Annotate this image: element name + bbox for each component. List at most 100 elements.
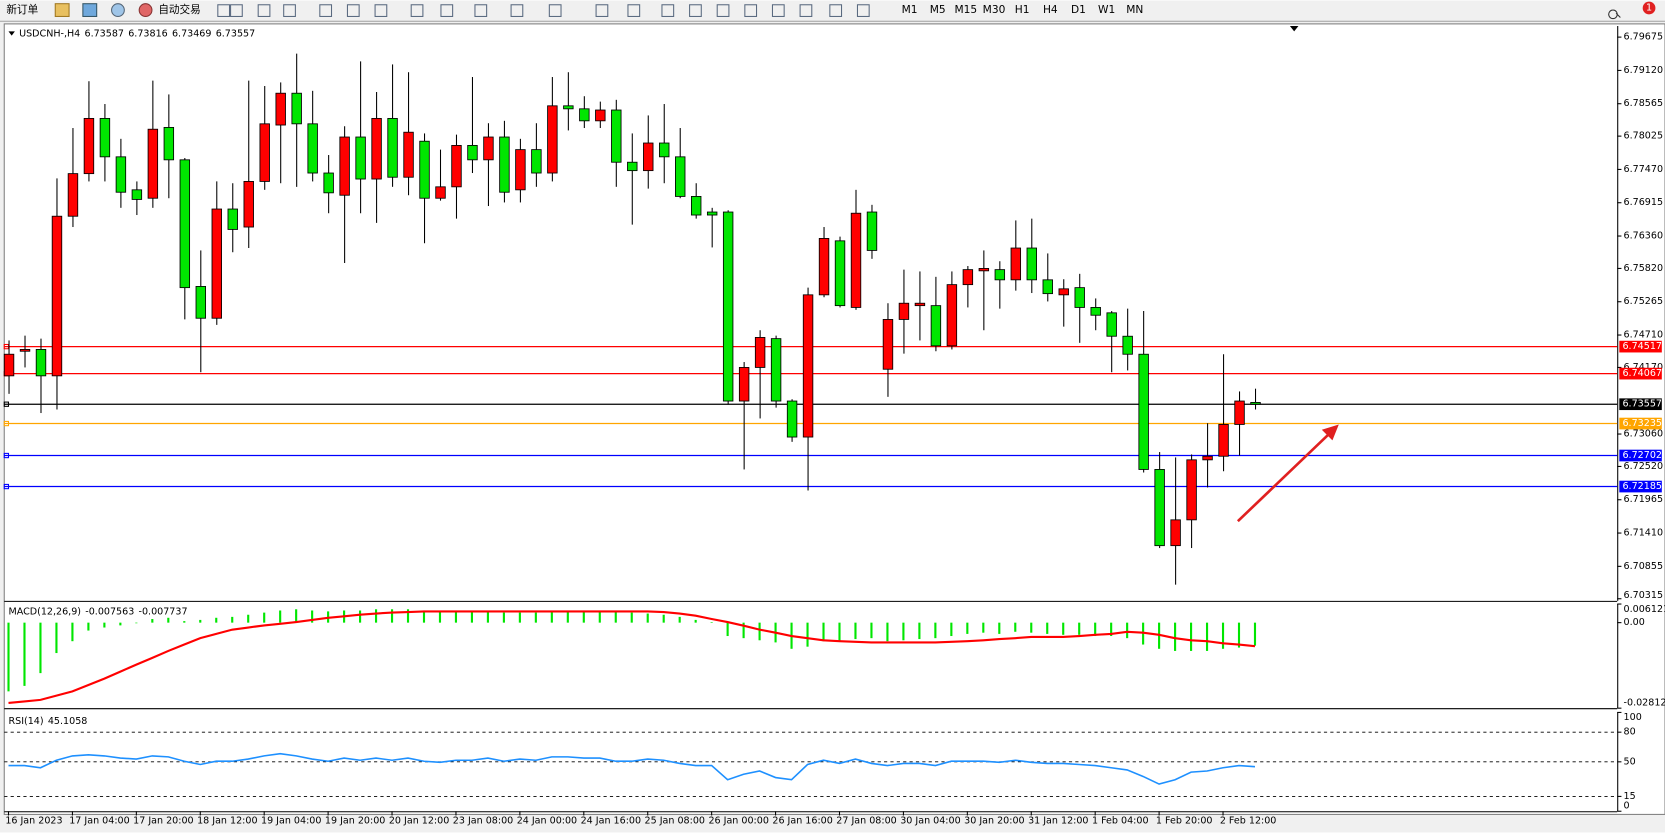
toolbar-icon[interactable]: [257, 4, 271, 17]
toolbar-icon[interactable]: [474, 4, 488, 17]
x-tick-label: 26 Jan 00:00: [708, 815, 768, 826]
timeframe-button[interactable]: M30: [983, 3, 1006, 16]
candle-body: [483, 136, 494, 161]
indicator-name: MACD(12,26,9): [9, 606, 82, 617]
macd-bar: [1221, 622, 1225, 649]
toolbar-icon[interactable]: [510, 4, 524, 17]
candle-body: [978, 268, 990, 272]
toolbar-icon[interactable]: [217, 4, 231, 17]
price-level-marker: [3, 483, 10, 490]
candle-body: [67, 173, 79, 217]
indicator-value: -0.007737: [139, 606, 188, 617]
auto-trading-button[interactable]: 自动交易: [158, 3, 200, 16]
candle-body: [866, 211, 878, 251]
candle-body: [722, 211, 734, 402]
macd-bar: [151, 618, 154, 623]
toolbar-icon[interactable]: [595, 4, 609, 17]
macd-bar: [1046, 622, 1049, 634]
macd-bar: [263, 612, 266, 623]
x-tick-label: 1 Feb 20:00: [1156, 815, 1213, 826]
macd-bar: [694, 619, 697, 623]
toolbar-icon[interactable]: [548, 4, 562, 17]
candle-body: [611, 109, 622, 163]
price-level-marker: [3, 452, 10, 459]
toolbar-icon[interactable]: [771, 4, 785, 17]
toolbar-icon[interactable]: [230, 4, 243, 17]
search-icon[interactable]: [1608, 9, 1621, 20]
indicator-value: -0.007563: [85, 606, 134, 617]
timeframe-buttons: M1 M5 M15 M30 H1 H4 D1 W1 MN: [902, 3, 1144, 16]
timeframe-button[interactable]: H1: [1015, 3, 1030, 16]
y-tick-label: 0.006121: [1624, 604, 1665, 615]
timeframe-button[interactable]: D1: [1071, 3, 1086, 16]
candle-body: [659, 142, 670, 158]
toolbar-icon[interactable]: [744, 4, 758, 17]
macd-bar: [279, 610, 282, 623]
macd-bar: [470, 611, 474, 623]
y-tick-label: 6.71965: [1624, 494, 1663, 505]
macd-bar: [311, 610, 314, 623]
candle-body: [323, 172, 334, 194]
timeframe-button[interactable]: M5: [930, 3, 946, 16]
candle-body: [770, 338, 782, 402]
x-tick-label: 24 Jan 16:00: [581, 815, 641, 826]
macd-bar: [454, 611, 458, 623]
toolbar-icon[interactable]: [829, 4, 843, 17]
candle-body: [1106, 312, 1117, 337]
timeframe-button[interactable]: H4: [1043, 3, 1058, 16]
chart-window: [3, 23, 1665, 815]
toolbar-icon[interactable]: [856, 4, 870, 17]
toolbar-icon[interactable]: [716, 4, 730, 17]
toolbar-icon[interactable]: [346, 4, 360, 17]
y-tick-label: 80: [1624, 727, 1636, 738]
candle-body: [179, 159, 191, 289]
x-tick-label: 27 Jan 08:00: [836, 815, 896, 826]
macd-bar: [1030, 622, 1033, 633]
toolbar-icon: [82, 3, 98, 17]
toolbar-icon[interactable]: [283, 4, 296, 17]
macd-bar: [215, 617, 218, 623]
toolbar-icon[interactable]: [410, 4, 424, 17]
candle-body: [547, 105, 558, 174]
toolbar-icon[interactable]: [689, 4, 702, 17]
timeframe-button[interactable]: MN: [1126, 3, 1143, 16]
macd-bar: [1253, 622, 1257, 646]
macd-bar: [374, 609, 378, 623]
toolbar-icon[interactable]: [627, 4, 641, 17]
y-tick-label: 100: [1624, 712, 1642, 723]
candle-body: [403, 131, 414, 178]
candle-body: [1042, 279, 1053, 295]
candle-body: [962, 269, 974, 286]
x-tick-label: 16 Jan 2023: [5, 815, 62, 826]
candle-body: [435, 186, 446, 199]
toolbar-icon[interactable]: [319, 4, 333, 17]
indicator-title: RSI(14) 45.1058: [9, 715, 88, 726]
macd-bar: [678, 616, 681, 623]
candle-body: [19, 349, 31, 352]
toolbar-icon[interactable]: [799, 4, 813, 17]
alert-badge[interactable]: [1642, 1, 1656, 15]
macd-bar: [982, 622, 985, 633]
y-tick-label: 6.77470: [1624, 164, 1663, 175]
candle-body: [706, 211, 718, 216]
macd-bar: [390, 609, 394, 623]
candle-body: [1234, 400, 1245, 425]
candle-body: [163, 126, 175, 161]
timeframe-button[interactable]: M15: [955, 3, 978, 16]
macd-bar: [71, 622, 74, 642]
timeframe-button[interactable]: M1: [902, 3, 918, 16]
candle-body: [467, 144, 478, 161]
candle-body: [1186, 459, 1197, 521]
toolbar-icon[interactable]: [374, 4, 388, 17]
y-tick-label: -0.028128: [1624, 697, 1665, 708]
new-order-button[interactable]: 新订单: [6, 3, 38, 16]
ohlc-value: 6.73469: [172, 28, 211, 39]
candle-body: [243, 181, 254, 228]
toolbar-icon[interactable]: [440, 4, 454, 17]
candle-body: [627, 161, 638, 172]
x-tick-label: 30 Jan 04:00: [900, 815, 960, 826]
x-tick-label: 19 Jan 04:00: [261, 815, 321, 826]
toolbar-icon[interactable]: [661, 4, 675, 17]
timeframe-button[interactable]: W1: [1098, 3, 1115, 16]
x-tick-label: 26 Jan 16:00: [772, 815, 832, 826]
